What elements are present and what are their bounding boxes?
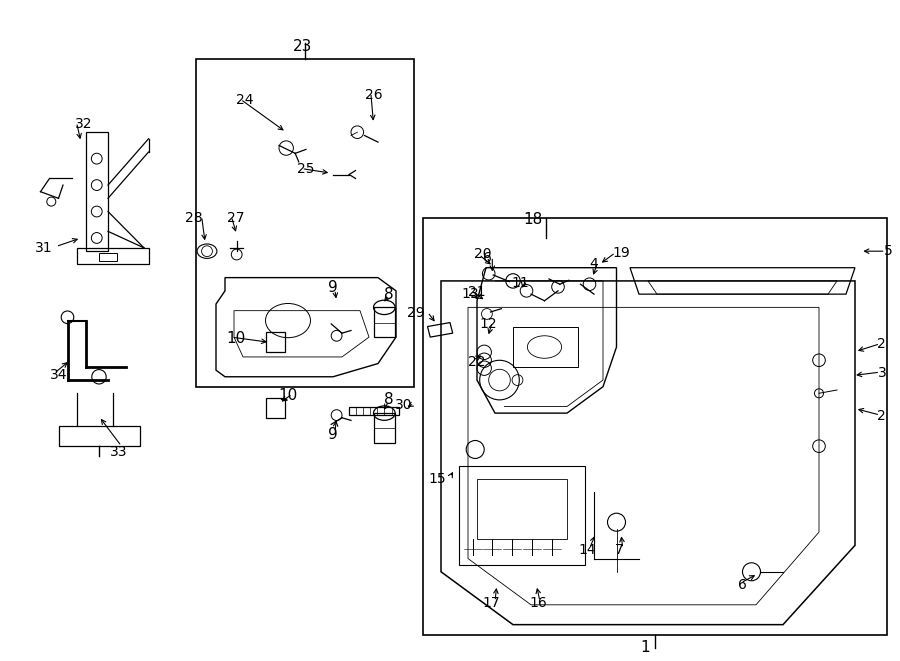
Text: 2: 2: [878, 409, 886, 424]
Text: 27: 27: [227, 211, 244, 225]
Text: 1: 1: [641, 641, 650, 655]
Text: 25: 25: [297, 161, 314, 176]
Text: 22: 22: [468, 355, 485, 369]
Text: 8: 8: [384, 287, 393, 301]
Text: 6: 6: [483, 251, 492, 265]
Text: 14: 14: [578, 543, 596, 557]
Text: 19: 19: [612, 246, 630, 260]
Text: 28: 28: [184, 211, 202, 225]
Text: 31: 31: [34, 241, 52, 255]
Bar: [423, 218, 886, 635]
Text: 15: 15: [428, 471, 446, 486]
Text: 2: 2: [878, 336, 886, 351]
Text: 12: 12: [480, 317, 498, 331]
Text: 18: 18: [523, 212, 543, 227]
Text: 33: 33: [110, 445, 128, 459]
Text: 17: 17: [482, 596, 500, 610]
Text: 5: 5: [884, 244, 893, 258]
Text: 9: 9: [328, 280, 338, 295]
Text: 32: 32: [75, 117, 92, 132]
Text: 20: 20: [474, 247, 491, 262]
Text: 24: 24: [236, 93, 253, 108]
Text: 11: 11: [511, 276, 529, 290]
Text: 21: 21: [468, 285, 486, 299]
Text: 16: 16: [529, 596, 547, 610]
Text: 13: 13: [462, 287, 480, 301]
Bar: [196, 59, 414, 387]
Bar: [466, 238, 626, 423]
Text: 9: 9: [328, 428, 338, 442]
Text: 4: 4: [590, 257, 598, 272]
Text: 3: 3: [878, 366, 886, 381]
Text: 10: 10: [227, 331, 246, 346]
Text: 34: 34: [50, 368, 67, 383]
Text: 10: 10: [278, 388, 298, 403]
Text: 8: 8: [384, 393, 393, 407]
Text: 6: 6: [738, 578, 747, 592]
Bar: [513, 327, 578, 367]
Text: 7: 7: [615, 543, 624, 557]
Text: 23: 23: [292, 39, 312, 54]
Text: 30: 30: [395, 397, 412, 412]
Text: 29: 29: [407, 306, 425, 321]
Text: 26: 26: [364, 88, 382, 102]
